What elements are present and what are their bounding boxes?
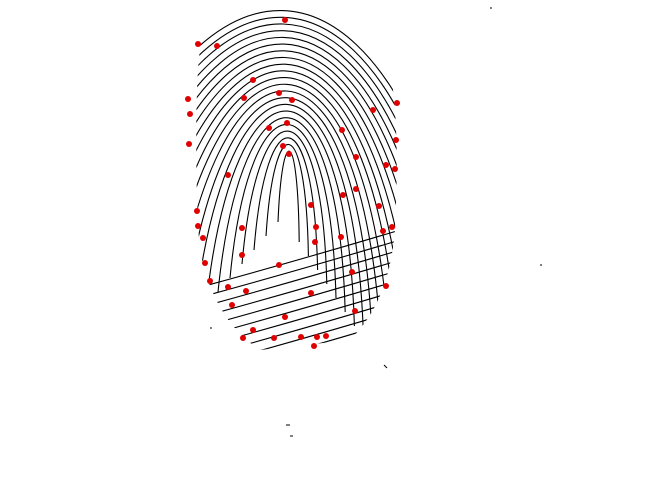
minutia-point — [340, 192, 346, 198]
minutia-point — [313, 224, 319, 230]
minutia-point — [353, 154, 359, 160]
ridge — [196, 50, 397, 351]
minutia-point — [339, 127, 345, 133]
minutia-point — [243, 288, 249, 294]
ridge — [253, 137, 319, 271]
minutia-point — [289, 97, 295, 103]
ridge — [217, 117, 346, 313]
ridge — [196, 229, 397, 291]
minutia-point — [187, 111, 193, 117]
minutia-point — [383, 283, 389, 289]
minutia-point — [185, 96, 191, 102]
minutia-point — [241, 95, 247, 101]
minutia-point — [394, 100, 400, 106]
ridge — [265, 144, 309, 257]
specks — [210, 7, 542, 437]
minutia-point — [202, 260, 208, 266]
minutia-point — [312, 239, 318, 245]
minutia-point — [280, 143, 286, 149]
minutia-point — [240, 335, 246, 341]
minutia-point — [229, 302, 235, 308]
minutia-point — [276, 90, 282, 96]
minutia-point — [207, 278, 213, 284]
minutia-point — [214, 43, 220, 49]
ridge — [196, 77, 397, 351]
ridge — [196, 239, 397, 301]
minutia-point — [250, 327, 256, 333]
minutia-point — [380, 228, 386, 234]
ridge — [196, 23, 397, 351]
minutia-point — [308, 202, 314, 208]
ridge — [196, 70, 397, 351]
minutia-point — [186, 141, 192, 147]
minutia-point — [225, 172, 231, 178]
minutia-point — [200, 235, 206, 241]
minutia-point — [195, 41, 201, 47]
ridge — [196, 56, 397, 351]
ridge — [196, 30, 397, 351]
minutia-point — [194, 208, 200, 214]
ridge — [196, 90, 383, 351]
minutia-point — [250, 77, 256, 83]
ridge — [241, 130, 328, 285]
ridge — [196, 63, 397, 351]
minutia-point — [392, 166, 398, 172]
ridge — [196, 83, 392, 351]
minutia-point — [298, 334, 304, 340]
minutia-point — [284, 120, 290, 126]
minutia-point — [311, 343, 317, 349]
minutia-point — [383, 162, 389, 168]
minutia-point — [376, 203, 382, 209]
ridge — [196, 43, 397, 351]
minutia-point — [286, 151, 292, 157]
minutia-point — [282, 314, 288, 320]
ridge — [196, 36, 397, 351]
ridge — [205, 110, 355, 327]
minutia-point — [349, 269, 355, 275]
ridge — [196, 103, 365, 341]
minutia-point — [266, 125, 272, 131]
minutia-point — [239, 225, 245, 231]
minutia-point — [314, 334, 320, 340]
ridge — [196, 16, 397, 351]
minutia-point — [353, 186, 359, 192]
minutia-point — [338, 234, 344, 240]
minutia-point — [282, 17, 288, 23]
minutia-point — [225, 284, 231, 290]
ridge — [196, 97, 374, 351]
minutia-point — [276, 262, 282, 268]
minutia-point — [352, 308, 358, 314]
minutiae — [185, 17, 400, 349]
minutia-point — [271, 335, 277, 341]
minutia-point — [239, 252, 245, 258]
minutia-point — [389, 224, 395, 230]
minutia-point — [308, 290, 314, 296]
minutia-point — [393, 137, 399, 143]
ridge — [196, 10, 397, 351]
minutia-point — [195, 223, 201, 229]
minutia-point — [323, 333, 329, 339]
minutia-point — [370, 107, 376, 113]
